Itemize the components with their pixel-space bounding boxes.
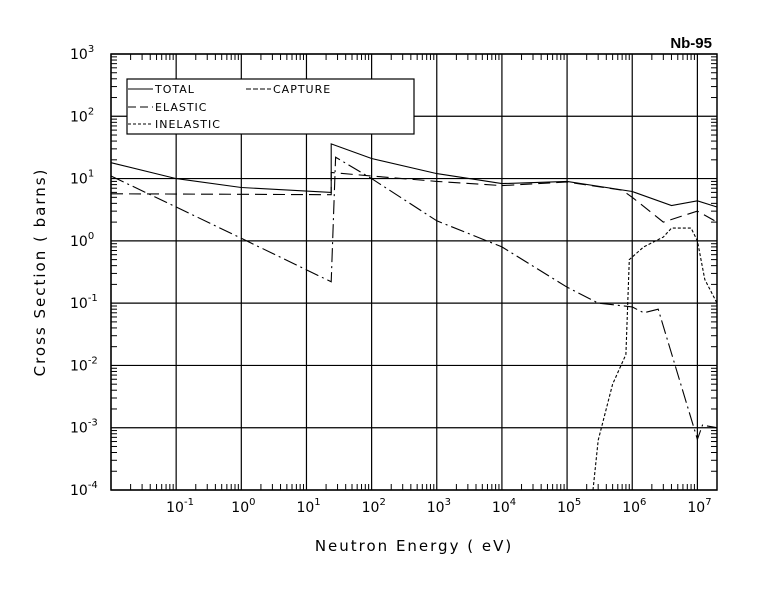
x-tick-label: 106 [622, 497, 646, 516]
y-tick-label: 103 [70, 44, 94, 63]
y-axis-label: Cross Section ( barns) [31, 168, 49, 377]
y-tick-label: 102 [70, 106, 94, 125]
tick-base: 10 [70, 109, 88, 125]
x-tick-label: 104 [492, 497, 516, 516]
tick-base: 10 [70, 358, 88, 374]
tick-exponent: 3 [88, 44, 94, 55]
tick-base: 10 [70, 172, 88, 188]
tick-exponent: -4 [88, 480, 98, 491]
tick-base: 10 [166, 500, 184, 516]
legend-label-elastic: ELASTIC [155, 101, 207, 114]
tick-exponent: 6 [640, 497, 646, 508]
tick-base: 10 [687, 500, 705, 516]
tick-exponent: 1 [314, 497, 320, 508]
tick-exponent: 0 [88, 231, 94, 242]
tick-base: 10 [70, 296, 88, 312]
tick-base: 10 [296, 500, 314, 516]
tick-exponent: 7 [705, 497, 711, 508]
legend-label-inelastic: INELASTIC [155, 118, 221, 131]
legend-box [126, 78, 415, 135]
tick-exponent: -2 [88, 355, 98, 366]
x-tick-label: 105 [557, 497, 581, 516]
tick-exponent: 1 [88, 169, 94, 180]
tick-exponent: -3 [88, 418, 98, 429]
tick-exponent: 3 [445, 497, 451, 508]
x-tick-label: 100 [231, 497, 255, 516]
chart-title: Nb-95 [670, 35, 712, 52]
tick-exponent: 0 [249, 497, 255, 508]
series-elastic [110, 171, 718, 223]
tick-base: 10 [622, 500, 640, 516]
y-tick-label: 10-4 [70, 480, 98, 499]
x-tick-label: 101 [296, 497, 320, 516]
legend-label-total: TOTAL [154, 83, 195, 96]
tick-base: 10 [70, 421, 88, 437]
legend-label-capture: CAPTURE [273, 83, 331, 96]
y-tick-label: 10-1 [70, 293, 98, 312]
y-tick-label: 100 [70, 231, 94, 250]
tick-base: 10 [492, 500, 510, 516]
series-lines [110, 143, 718, 491]
y-tick-label: 10-3 [70, 418, 98, 437]
x-tick-label: 10-1 [166, 497, 194, 516]
x-tick-labels: 10-1 100 101 102 103 104 105 106 107 [166, 497, 711, 516]
series-total [110, 143, 718, 208]
tick-exponent: 4 [510, 497, 516, 508]
tick-base: 10 [362, 500, 380, 516]
x-axis-label: Neutron Energy ( eV) [315, 537, 513, 555]
tick-exponent: -1 [184, 497, 194, 508]
tick-base: 10 [231, 500, 249, 516]
plot-frame [110, 53, 718, 491]
axis-ticks [111, 54, 718, 490]
series-capture [110, 156, 718, 442]
tick-exponent: -1 [88, 293, 98, 304]
tick-exponent: 2 [379, 497, 385, 508]
x-tick-label: 102 [362, 497, 386, 516]
series-inelastic [592, 227, 718, 491]
tick-base: 10 [427, 500, 445, 516]
tick-base: 10 [70, 483, 88, 499]
tick-base: 10 [70, 47, 88, 63]
x-tick-label: 103 [427, 497, 451, 516]
tick-exponent: 2 [88, 106, 94, 117]
legend: TOTAL ELASTIC INELASTIC CAPTURE [126, 78, 415, 135]
tick-exponent: 5 [575, 497, 581, 508]
x-tick-label: 107 [687, 497, 711, 516]
tick-base: 10 [557, 500, 575, 516]
y-tick-label: 10-2 [70, 355, 98, 374]
tick-base: 10 [70, 234, 88, 250]
y-tick-label: 101 [70, 169, 94, 188]
